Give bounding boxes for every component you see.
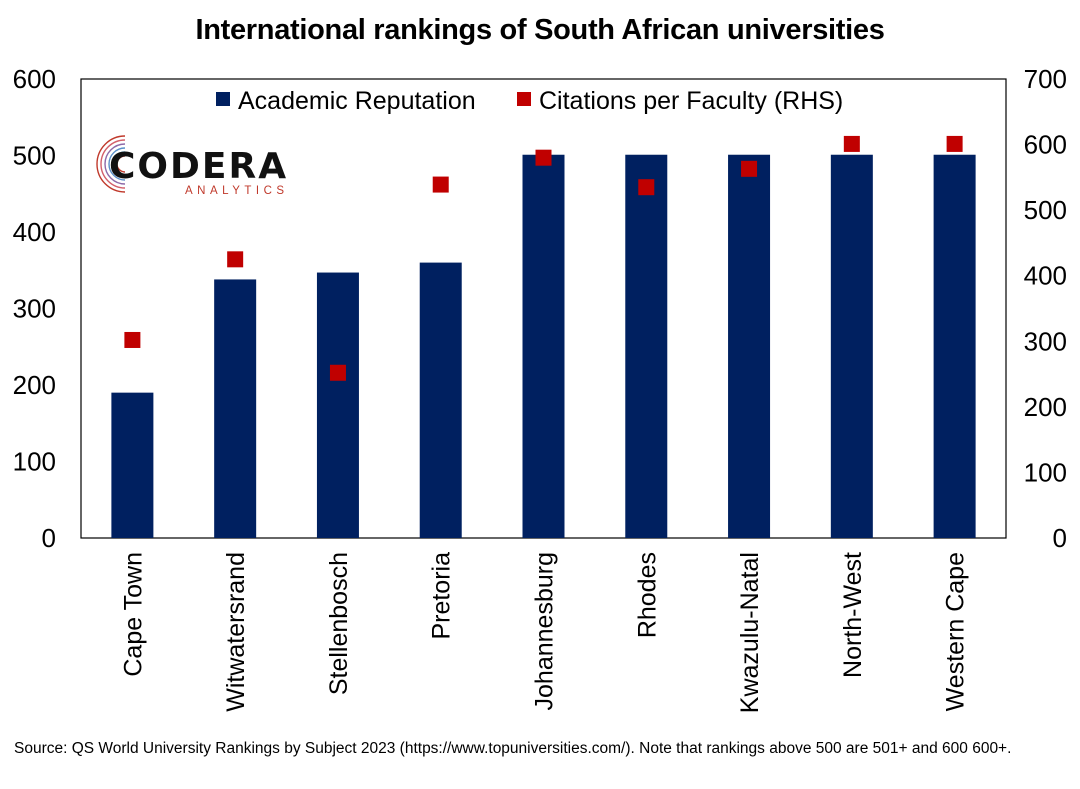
left-tick-label: 400 xyxy=(13,217,56,247)
left-tick-label: 200 xyxy=(13,370,56,400)
category-label: Stellenbosch xyxy=(325,552,353,695)
left-axis: 0 100 200 300 400 500 600 xyxy=(13,64,56,553)
bar-pretoria xyxy=(419,262,462,538)
legend-label-citations: Citations per Faculty (RHS) xyxy=(539,87,843,115)
category-label: Rhodes xyxy=(633,552,661,638)
bar-stellenbosch xyxy=(316,272,359,538)
right-tick-label: 0 xyxy=(1053,523,1067,553)
category-label: Kwazulu-Natal xyxy=(736,552,764,713)
citations-series xyxy=(124,135,963,381)
bar-north-west xyxy=(830,154,873,539)
bar-rhodes xyxy=(625,154,668,539)
category-label: Johannesburg xyxy=(531,552,559,710)
point-witwatersrand xyxy=(227,251,244,268)
point-rhodes xyxy=(638,179,655,196)
right-tick-label: 600 xyxy=(1024,130,1067,160)
right-axis: 0 100 200 300 400 500 600 700 xyxy=(1024,64,1067,553)
logo-sub: ANALYTICS xyxy=(185,185,289,197)
left-tick-label: 0 xyxy=(42,523,56,553)
legend-swatch-citations xyxy=(517,92,531,106)
bar-cape-town xyxy=(111,392,154,538)
bar-johannesburg xyxy=(522,154,565,539)
logo-word: CODERA xyxy=(109,146,288,187)
point-pretoria xyxy=(432,176,449,193)
category-label: Pretoria xyxy=(428,552,456,640)
legend-swatch-academic xyxy=(216,92,230,106)
x-axis: Cape Town Witwatersrand Stellenbosch Pretor… xyxy=(119,552,969,713)
source-note: Source: QS World University Rankings by … xyxy=(14,740,1012,757)
bar-witwatersrand xyxy=(214,279,257,538)
bar-kwazulu-natal xyxy=(728,154,771,539)
category-label: Western Cape xyxy=(942,552,970,711)
bar-western-cape xyxy=(933,154,976,539)
right-tick-label: 200 xyxy=(1024,392,1067,422)
right-tick-label: 500 xyxy=(1024,195,1067,225)
right-tick-label: 700 xyxy=(1024,64,1067,94)
bar-series xyxy=(111,154,976,539)
point-cape-town xyxy=(124,331,141,348)
legend-label-academic: Academic Reputation xyxy=(238,87,476,115)
point-western-cape xyxy=(946,135,963,152)
left-tick-label: 600 xyxy=(13,64,56,94)
right-tick-label: 400 xyxy=(1024,261,1067,291)
left-tick-label: 300 xyxy=(13,294,56,324)
chart-title: International rankings of South African … xyxy=(195,14,885,46)
right-tick-label: 300 xyxy=(1024,326,1067,356)
category-label: North-West xyxy=(839,552,867,678)
point-kwazulu-natal xyxy=(741,160,758,177)
point-johannesburg xyxy=(535,149,552,166)
left-tick-label: 500 xyxy=(13,141,56,171)
codera-logo: CODERA ANALYTICS xyxy=(96,135,289,197)
right-tick-label: 100 xyxy=(1024,457,1067,487)
point-stellenbosch xyxy=(329,364,346,381)
legend: Academic Reputation Citations per Facult… xyxy=(216,87,843,115)
point-north-west xyxy=(843,135,860,152)
left-tick-label: 100 xyxy=(13,447,56,477)
category-label: Witwatersrand xyxy=(222,552,250,712)
category-label: Cape Town xyxy=(119,552,147,677)
